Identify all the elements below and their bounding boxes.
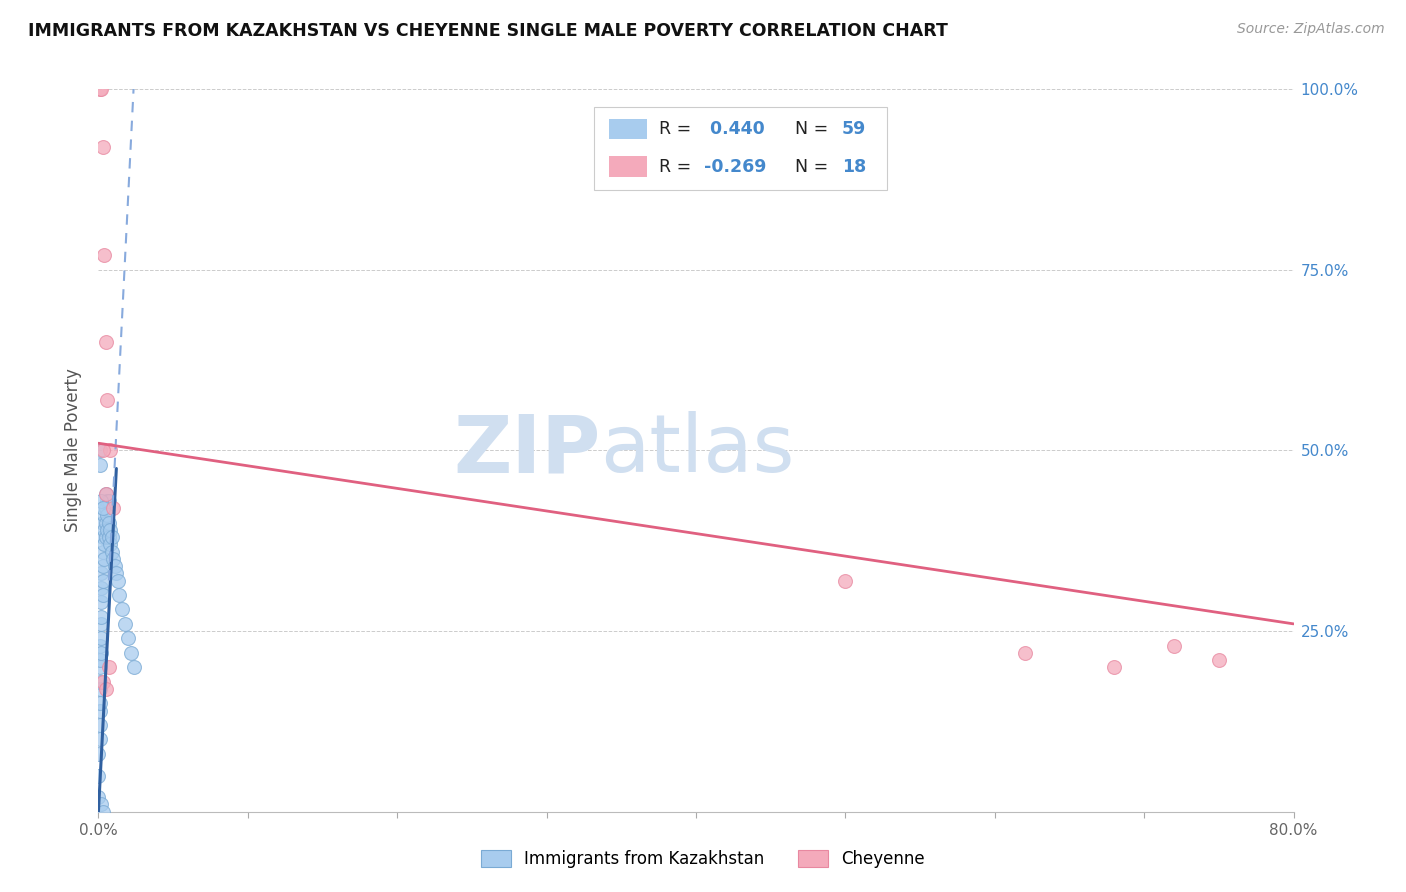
Text: ZIP: ZIP — [453, 411, 600, 490]
Point — [91, 805, 114, 819]
Point — [90, 494, 112, 508]
Text: N =: N = — [785, 158, 834, 176]
Point — [90, 566, 112, 581]
Point — [101, 530, 124, 544]
Point — [96, 508, 118, 523]
Text: IMMIGRANTS FROM KAZAKHSTAN VS CHEYENNE SINGLE MALE POVERTY CORRELATION CHART: IMMIGRANTS FROM KAZAKHSTAN VS CHEYENNE S… — [28, 22, 948, 40]
Point — [91, 559, 114, 574]
Point — [105, 566, 128, 581]
Point — [98, 443, 122, 458]
Text: atlas: atlas — [600, 411, 794, 490]
Point — [89, 732, 111, 747]
Point — [1104, 660, 1126, 674]
Point — [90, 595, 112, 609]
FancyBboxPatch shape — [609, 119, 647, 139]
Point — [101, 544, 124, 558]
Point — [91, 588, 114, 602]
Point — [87, 790, 110, 805]
Point — [96, 523, 118, 537]
Point — [93, 551, 115, 566]
Point — [90, 581, 112, 595]
Point — [94, 530, 117, 544]
Point — [89, 639, 111, 653]
Point — [120, 646, 142, 660]
Point — [94, 487, 117, 501]
Point — [91, 516, 114, 530]
Point — [834, 574, 856, 588]
Point — [91, 574, 114, 588]
Point — [91, 443, 114, 458]
Point — [87, 747, 110, 761]
Point — [98, 537, 122, 551]
Text: R =: R = — [659, 120, 696, 138]
Point — [89, 674, 111, 689]
Text: 18: 18 — [842, 158, 866, 176]
Point — [93, 537, 115, 551]
Point — [90, 632, 112, 646]
Point — [94, 487, 117, 501]
Point — [89, 704, 111, 718]
Point — [1208, 653, 1230, 667]
FancyBboxPatch shape — [595, 107, 887, 190]
Point — [91, 544, 114, 558]
Point — [93, 523, 115, 537]
Point — [91, 674, 114, 689]
Point — [89, 660, 111, 674]
Text: 59: 59 — [842, 120, 866, 138]
Point — [97, 530, 120, 544]
Point — [96, 392, 118, 407]
Point — [87, 769, 110, 783]
Point — [91, 501, 114, 516]
Point — [1163, 639, 1185, 653]
Text: 0.440: 0.440 — [704, 120, 765, 138]
Y-axis label: Single Male Poverty: Single Male Poverty — [65, 368, 83, 533]
Point — [91, 140, 114, 154]
Point — [89, 82, 111, 96]
Point — [97, 516, 120, 530]
Text: Source: ZipAtlas.com: Source: ZipAtlas.com — [1237, 22, 1385, 37]
Point — [90, 797, 112, 812]
Point — [90, 609, 112, 624]
Point — [124, 660, 146, 674]
Point — [90, 646, 112, 660]
Point — [103, 501, 125, 516]
Point — [114, 616, 136, 631]
Point — [93, 508, 115, 523]
Text: R =: R = — [659, 158, 696, 176]
Point — [117, 632, 139, 646]
Point — [89, 696, 111, 710]
Text: N =: N = — [785, 120, 834, 138]
Point — [94, 334, 117, 349]
Point — [89, 718, 111, 732]
Point — [97, 494, 120, 508]
Point — [93, 248, 115, 262]
Point — [107, 574, 129, 588]
Point — [96, 494, 118, 508]
Point — [108, 588, 131, 602]
Point — [1014, 646, 1036, 660]
Point — [104, 559, 127, 574]
Point — [97, 660, 120, 674]
Point — [94, 516, 117, 530]
Point — [94, 501, 117, 516]
Point — [90, 616, 112, 631]
Point — [98, 523, 122, 537]
FancyBboxPatch shape — [609, 156, 647, 177]
Point — [89, 653, 111, 667]
Point — [89, 681, 111, 696]
Text: -0.269: -0.269 — [704, 158, 766, 176]
Point — [103, 551, 125, 566]
Point — [90, 82, 112, 96]
Point — [94, 681, 117, 696]
Point — [89, 458, 111, 472]
Point — [89, 443, 111, 458]
Legend: Immigrants from Kazakhstan, Cheyenne: Immigrants from Kazakhstan, Cheyenne — [474, 843, 932, 875]
Point — [111, 602, 134, 616]
Point — [91, 530, 114, 544]
